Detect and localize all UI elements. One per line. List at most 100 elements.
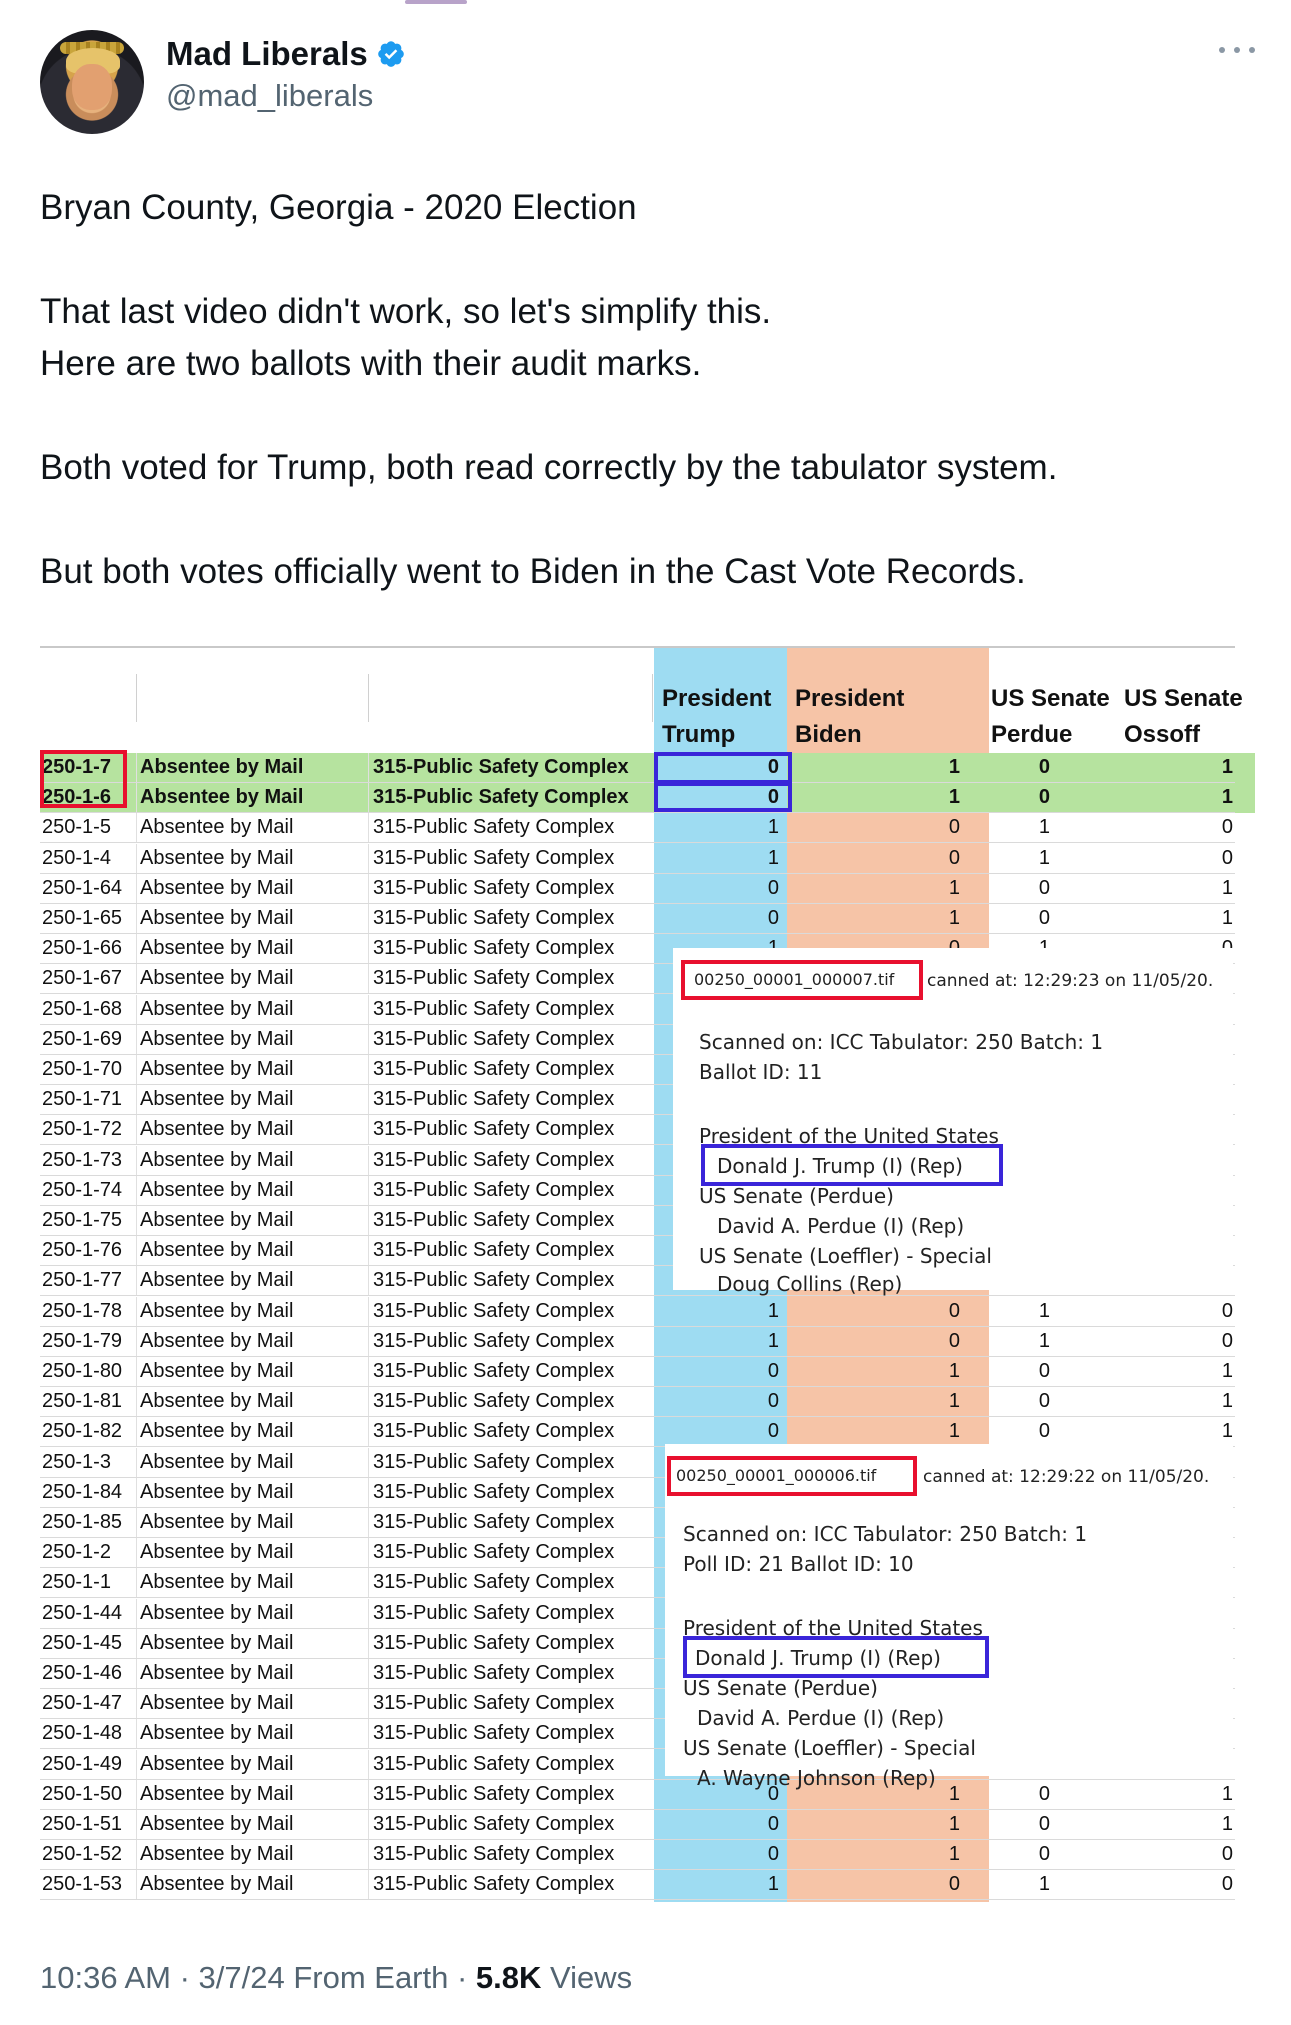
cell-id: 250-1-76 [42,1239,123,1262]
cell-trump: 0 [767,1813,779,1835]
cell-loc: 315-Public Safety Complex [373,937,615,960]
cell-type: Absentee by Mail [140,1360,294,1382]
cell-loc: 315-Public Safety Complex [373,1752,615,1775]
views-count: 5.8K [475,1960,542,1995]
table-row: 250-1-3 Absentee by Mail 315-Public Safety… [40,1447,1255,1478]
author-handle[interactable]: @mad_liberals [166,78,374,113]
cell-type: Absentee by Mail [140,907,294,929]
cell-ossoff: 1 [1221,1782,1233,1805]
author-display-name[interactable]: Mad Liberals [166,35,368,72]
header-biden-2: Biden [795,721,862,748]
cell-id: 250-1-46 [42,1662,123,1684]
ballot-audit-image-1: 00250_00001_000007.tif canned at: 12:29:… [673,948,1233,1296]
cell-id: 250-1-45 [42,1631,123,1654]
cell-type: Absentee by Mail [140,816,294,839]
trump-highlight-box-2 [654,782,792,812]
cell-id: 250-1-52 [42,1843,123,1866]
cell-biden: 1 [948,1390,960,1413]
table-row: 250-1-71 Absentee by Mail 315-Public Safet… [40,1085,1255,1116]
cell-id: 250-1-2 [42,1541,111,1564]
cell-loc: 315-Public Safety Complex [373,1450,615,1473]
cell-loc: 315-Public Safety Complex [373,1480,615,1503]
table-row: 250-1-49 Absentee by Mail 315-Public Safet… [40,1749,1255,1780]
table-row: 250-1-50 Absentee by Mail 315-Public Safet… [40,1779,1255,1810]
cell-loc: 315-Public Safety Complex [373,997,615,1020]
filename-highlight-box-1 [681,960,923,1000]
cell-id: 250-1-5 [42,816,111,839]
cell-id: 250-1-84 [42,1480,123,1503]
cell-ossoff: 0 [1221,1843,1233,1866]
cell-loc: 315-Public Safety Complex [373,1027,615,1050]
cell-loc: 315-Public Safety Complex [373,1209,615,1231]
cell-perdue: 0 [1038,907,1050,929]
cell-perdue: 1 [1038,1873,1050,1896]
table-row: 250-1-74 Absentee by Mail 315-Public Safet… [40,1175,1255,1206]
cell-loc: 315-Public Safety Complex [373,1239,615,1262]
trump-highlight-box-1 [654,752,792,784]
cell-biden: 1 [948,756,960,778]
verified-badge-icon [377,41,404,67]
cell-type: Absentee by Mail [140,1662,294,1684]
table-row: 250-1-64 Absentee by Mail 315-Public Safet… [40,873,1255,904]
tweet-line: Both voted for Trump, both read correctl… [40,448,1058,487]
tweet-media-image[interactable]: President Trump President Biden US Senat… [40,640,1255,1915]
table-row: 250-1-79 Absentee by Mail 315-Public Safet… [40,1326,1255,1357]
cell-loc: 315-Public Safety Complex [373,1360,615,1382]
cell-perdue: 0 [1038,786,1050,809]
ballot-1-choice-president: Donald J. Trump (I) (Rep) [717,1154,963,1178]
cell-ossoff: 0 [1221,846,1233,869]
cell-type: Absentee by Mail [140,846,294,869]
table-row: 250-1-6 Absentee by Mail 315-Public Safety… [40,783,1255,814]
table-row: 250-1-68 Absentee by Mail 315-Public Safet… [40,994,1255,1025]
cell-loc: 315-Public Safety Complex [373,876,615,899]
cell-id: 250-1-85 [42,1511,123,1533]
cell-biden: 0 [948,846,960,869]
table-row: 250-1-47 Absentee by Mail 315-Public Safet… [40,1689,1255,1720]
tweet-line: Here are two ballots with their audit ma… [40,344,702,383]
tweet-timestamp[interactable]: 10:36 AM · 3/7/24 From Earth · [40,1960,476,1995]
cell-biden: 1 [948,1843,960,1866]
table-row: 250-1-67 Absentee by Mail 315-Public Safet… [40,964,1255,995]
cell-type: Absentee by Mail [140,997,294,1020]
cell-loc: 315-Public Safety Complex [373,907,615,929]
cell-id: 250-1-53 [42,1873,123,1896]
cell-biden: 0 [948,1329,960,1352]
ballot-2-choice-special: A. Wayne Johnson (Rep) [697,1766,936,1790]
cell-loc: 315-Public Safety Complex [373,1269,615,1292]
cell-type: Absentee by Mail [140,937,294,960]
cell-id: 250-1-44 [42,1601,123,1624]
cell-trump: 0 [767,1843,779,1866]
cell-loc: 315-Public Safety Complex [373,1631,615,1654]
cell-type: Absentee by Mail [140,786,304,809]
avatar[interactable] [40,30,144,134]
cell-trump: 0 [767,876,779,899]
cell-loc: 315-Public Safety Complex [373,846,615,869]
author-name-row[interactable]: Mad Liberals [166,34,406,74]
cell-trump: 0 [767,1360,779,1382]
more-options-icon[interactable] [1219,40,1255,60]
cell-type: Absentee by Mail [140,1692,294,1715]
cell-type: Absentee by Mail [140,1873,294,1896]
ballot-2-scanned-at: canned at: 12:29:22 on 11/05/20. [923,1467,1210,1487]
cell-type: Absentee by Mail [140,876,294,899]
cell-perdue: 0 [1038,876,1050,899]
cell-perdue: 0 [1038,1420,1050,1443]
table-row: 250-1-46 Absentee by Mail 315-Public Safet… [40,1659,1255,1689]
ballot-2-ballot-id: Poll ID: 21 Ballot ID: 10 [683,1552,914,1576]
views-label: Views [541,1960,633,1995]
tweet-line: Bryan County, Georgia - 2020 Election [40,188,637,227]
cell-id: 250-1-64 [42,876,123,899]
cell-ossoff: 1 [1221,1813,1233,1835]
cell-id: 250-1-47 [42,1692,123,1715]
cell-type: Absentee by Mail [140,1329,294,1352]
cell-id: 250-1-69 [42,1027,123,1050]
cell-perdue: 1 [1038,1299,1050,1322]
cell-id: 250-1-70 [42,1058,123,1080]
cell-type: Absentee by Mail [140,1511,294,1533]
cell-biden: 1 [948,786,960,809]
cell-type: Absentee by Mail [140,1601,294,1624]
cell-type: Absentee by Mail [140,1178,294,1201]
id-highlight-box [40,750,127,808]
table-row: 250-1-5 Absentee by Mail 315-Public Safety… [40,813,1255,844]
cell-perdue: 1 [1038,816,1050,839]
